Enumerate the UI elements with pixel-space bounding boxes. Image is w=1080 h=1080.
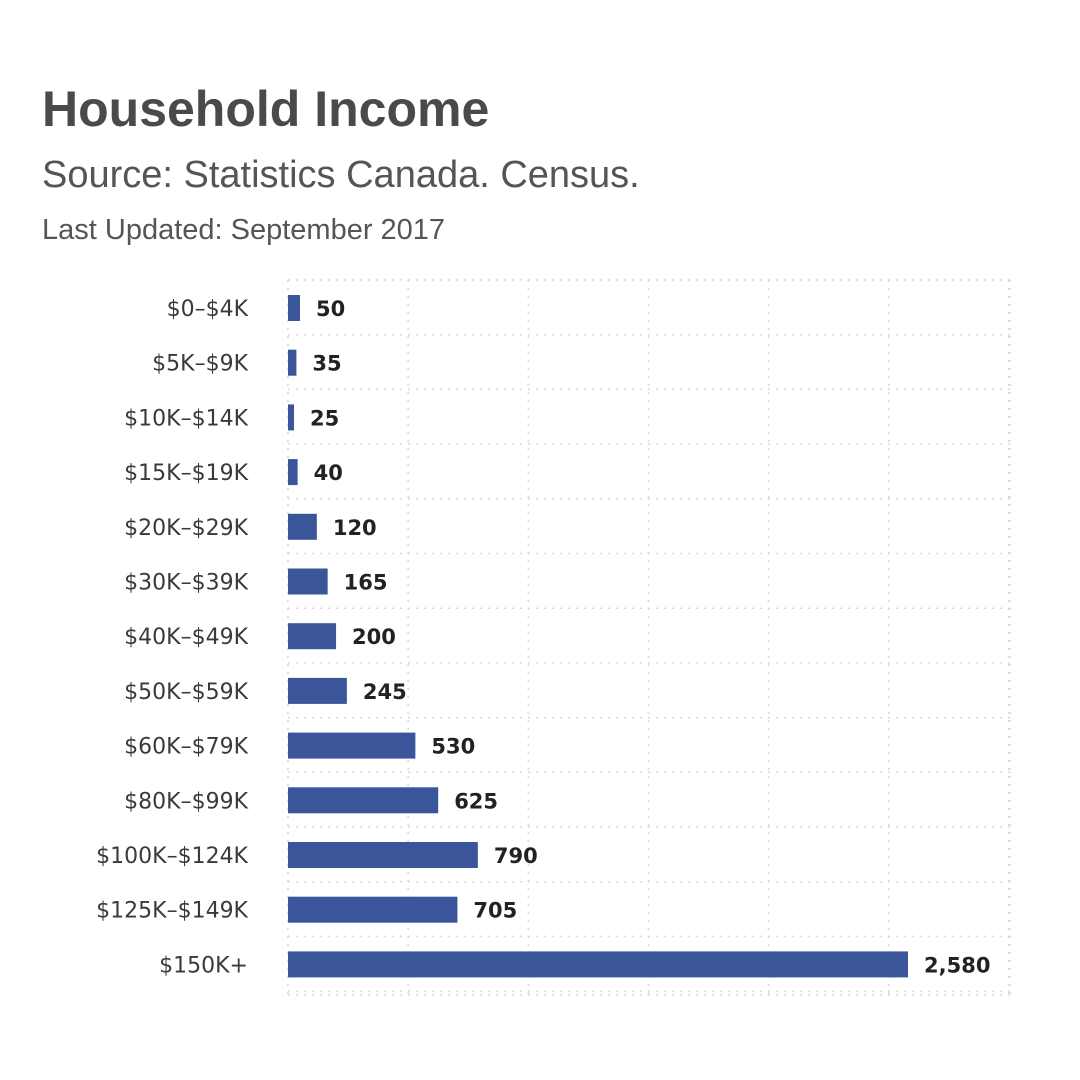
bar [288,404,295,431]
category-label: $100K–$124K [96,844,248,869]
value-label: 35 [312,352,341,376]
last-updated-text: Last Updated: September 2017 [42,214,446,246]
value-label: 25 [310,406,339,430]
category-label: $20K–$29K [124,516,248,541]
chart-bars [288,295,908,978]
bar [288,349,297,376]
bar [288,623,337,650]
bar [288,896,458,923]
bar [288,459,298,486]
category-label: $15K–$19K [124,461,248,486]
bar [288,295,301,321]
bar [288,842,478,868]
value-label: 790 [494,844,538,868]
bar [288,732,416,759]
category-label: $5K–$9K [152,352,248,377]
value-label: 245 [363,680,407,704]
chart-grid [287,279,1011,996]
chart-title: Household Income [42,81,490,137]
category-label: $30K–$39K [124,571,248,596]
chart-subtitle: Source: Statistics Canada. Census. [42,154,640,196]
value-label: 50 [316,297,345,321]
value-label: 705 [473,899,517,923]
value-label: 40 [314,461,343,485]
bar [288,568,328,595]
value-label: 200 [352,625,396,649]
category-label: $10K–$14K [124,406,248,431]
bar [288,787,439,814]
value-label: 165 [344,571,388,595]
category-label: $40K–$49K [124,625,248,650]
value-label: 625 [454,789,498,813]
category-label: $60K–$79K [124,735,248,760]
category-label: $0–$4K [167,297,249,322]
value-label: 2,580 [924,953,990,977]
bar [288,951,908,978]
value-label: 530 [431,735,475,759]
category-label: $150K+ [159,953,248,978]
category-label: $80K–$99K [124,789,248,814]
value-label: 120 [333,516,377,540]
bar [288,513,317,540]
bar [288,677,347,704]
chart-labels: $0–$4K 50 $5K–$9K 35 $10K–$14K 25 $15K–$19K 40 $… [96,297,990,978]
category-label: $125K–$149K [96,899,248,924]
category-label: $50K–$59K [124,680,248,705]
